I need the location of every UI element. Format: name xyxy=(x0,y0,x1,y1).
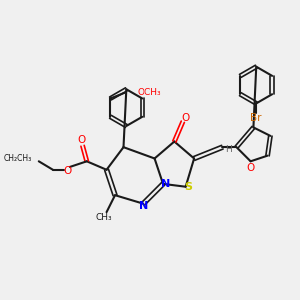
Text: O: O xyxy=(63,166,71,176)
Text: S: S xyxy=(184,182,193,192)
Text: H: H xyxy=(225,146,231,154)
Text: O: O xyxy=(77,135,85,145)
Text: CH₂CH₃: CH₂CH₃ xyxy=(4,154,32,163)
Text: O: O xyxy=(182,112,190,122)
Text: CH₃: CH₃ xyxy=(95,213,112,222)
Text: Br: Br xyxy=(250,112,262,122)
Text: N: N xyxy=(139,202,148,212)
Text: N: N xyxy=(161,179,170,189)
Text: OCH₃: OCH₃ xyxy=(137,88,161,97)
Text: O: O xyxy=(247,164,255,173)
